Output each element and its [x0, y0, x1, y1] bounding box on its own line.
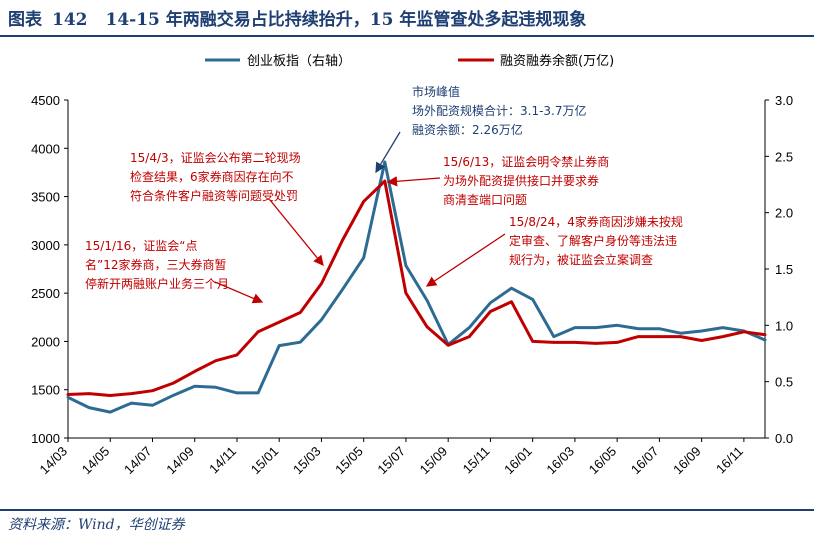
annotation-2015-01-16-line: 名”12家券商，三大券商暂: [85, 257, 227, 272]
arrow-2015-08-24: [425, 233, 506, 287]
figure-title: 14-15 年两融交易占比持续抬升，15 年监管查处多起违规现象: [105, 10, 587, 30]
legend-margin-balance-label: 融资融券余额(万亿): [500, 53, 614, 69]
arrow-market-peak: [375, 131, 401, 174]
annotation-2015-08-24-line: 定审查、了解客户身份等违法违: [509, 233, 677, 248]
x-tick-label: 16/03: [543, 444, 577, 478]
annotation-2015-04-03-line: 15/4/3，证监会公布第二轮现场: [130, 151, 301, 165]
arrow-2015-06-13: [386, 176, 441, 187]
y-left-tick-label: 2500: [31, 286, 60, 301]
y-left-tick-label: 4000: [31, 141, 60, 156]
y-left-tick-label: 2000: [31, 334, 60, 349]
series-line-margin-balance: [66, 179, 767, 397]
annotation-2015-04-03-line: 符合条件客户融资等问题受处罚: [130, 188, 298, 203]
figure-label: 图表: [8, 10, 42, 30]
x-tick-label: 15/07: [374, 444, 408, 478]
arrow-2015-04-03: [269, 199, 324, 267]
annotation-2015-06-13-line: 商清查端口问题: [443, 192, 527, 207]
x-tick-label: 14/11: [206, 444, 239, 477]
y-right-tick-label: 0.5: [775, 375, 793, 390]
annotation-2015-04-03-line: 检查结果，6家券商因存在向不: [130, 169, 294, 184]
chart-title: 图表 142 14-15 年两融交易占比持续抬升，15 年监管查处多起违规现象: [8, 5, 586, 30]
x-tick-label: 14/03: [37, 444, 71, 478]
annotation-market-peak-line: 场外配资规模合计：3.1-3.7万亿: [412, 103, 587, 118]
y-right-tick-label: 0.0: [775, 431, 793, 446]
annotation-2015-08-24-line: 15/8/24，4家券商因涉嫌未按规: [509, 214, 683, 229]
legend-chinext-index-label: 创业板指（右轴）: [247, 54, 351, 69]
annotation-2015-01-16-line: 15/1/16，证监会“点: [85, 239, 197, 253]
x-tick-label: 15/01: [248, 444, 282, 478]
annotation-2015-08-24-line: 规行为，被证监会立案调查: [509, 252, 653, 267]
source-note: 资料来源：Wind，华创证券: [8, 517, 185, 533]
footer-rule: [0, 509, 814, 511]
x-tick-label: 16/05: [586, 444, 620, 478]
y-left-tick-label: 3000: [31, 238, 60, 253]
x-tick-label: 16/09: [670, 444, 704, 478]
annotation-market-peak-line: 融资余额：2.26万亿: [412, 122, 523, 137]
title-rule: [0, 35, 814, 37]
x-tick-label: 14/09: [163, 444, 197, 478]
x-tick-label: 15/09: [417, 444, 451, 478]
figure-number: 142: [52, 10, 88, 30]
y-right-tick-label: 1.0: [775, 318, 793, 333]
x-tick-label: 14/05: [79, 444, 113, 478]
y-right-tick-label: 1.5: [775, 262, 793, 277]
x-tick-label: 16/01: [501, 444, 535, 478]
y-left-tick-label: 3500: [31, 190, 60, 205]
x-tick-label: 15/03: [290, 444, 324, 478]
annotation-2015-01-16-line: 停新开两融账户业务三个月: [85, 276, 229, 291]
y-right-tick-label: 2.0: [775, 206, 793, 221]
arrow-2015-01-16: [214, 281, 264, 304]
series-line-chinext-index: [66, 160, 767, 414]
x-tick-label: 15/11: [460, 444, 493, 477]
x-tick-label: 16/07: [628, 444, 662, 478]
x-tick-label: 14/07: [121, 444, 155, 478]
y-left-tick-label: 1000: [31, 431, 60, 446]
annotation-2015-06-13-line: 15/6/13，证监会明令禁止券商: [443, 154, 609, 169]
annotation-2015-06-13-line: 为场外配资提供接口并要求券: [443, 173, 599, 188]
y-left-tick-label: 1500: [31, 383, 60, 398]
y-left-tick-label: 4500: [31, 93, 60, 108]
x-tick-label: 15/05: [332, 444, 366, 478]
x-tick-label: 16/11: [713, 444, 746, 477]
y-right-tick-label: 3.0: [775, 93, 793, 108]
annotation-market-peak-line: 市场峰值: [412, 84, 460, 99]
y-right-tick-label: 2.5: [775, 149, 793, 164]
